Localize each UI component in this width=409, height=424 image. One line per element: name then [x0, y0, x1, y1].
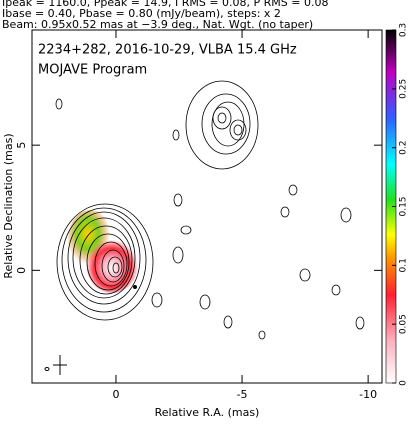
colorbar-tick-label: 0	[399, 380, 409, 386]
contours	[55, 80, 365, 340]
colorbar-tick-label: 0.1	[399, 258, 409, 272]
y-tick-label: 5	[15, 142, 28, 149]
beam-marker	[44, 355, 67, 375]
header-line: Ibase = 0.40, Pbase = 0.80 (mJy/beam), s…	[2, 7, 281, 20]
colorbar-tick-label: 0.3	[399, 23, 409, 37]
contour-map	[44, 80, 365, 375]
plot-title: 2234+282, 2016-10-29, VLBA 15.4 GHz	[38, 43, 297, 58]
plot-subtitle: MOJAVE Program	[38, 63, 147, 78]
y-tick-label: 0	[15, 267, 28, 274]
x-tick-label: -5	[237, 388, 248, 401]
plot-frame	[31, 29, 383, 384]
colorbar-tick-label: 0.25	[399, 79, 409, 99]
y-axis-label: Relative Declination (mas)	[2, 133, 15, 278]
header-line: Ipeak = 1160.0, Ppeak = 14.9, I RMS = 0.…	[2, 0, 329, 9]
colorbar-tick-label: 0.2	[399, 141, 409, 155]
colorbar-tick-label: 0.15	[399, 196, 409, 216]
header-line: Beam: 0.95x0.52 mas at −3.9 deg., Nat. W…	[2, 18, 313, 31]
x-tick-label: 0	[112, 388, 119, 401]
colorbar-tick-label: 0.05	[399, 314, 409, 334]
x-axis-label: Relative R.A. (mas)	[155, 406, 260, 419]
x-tick-label: -10	[359, 388, 377, 401]
